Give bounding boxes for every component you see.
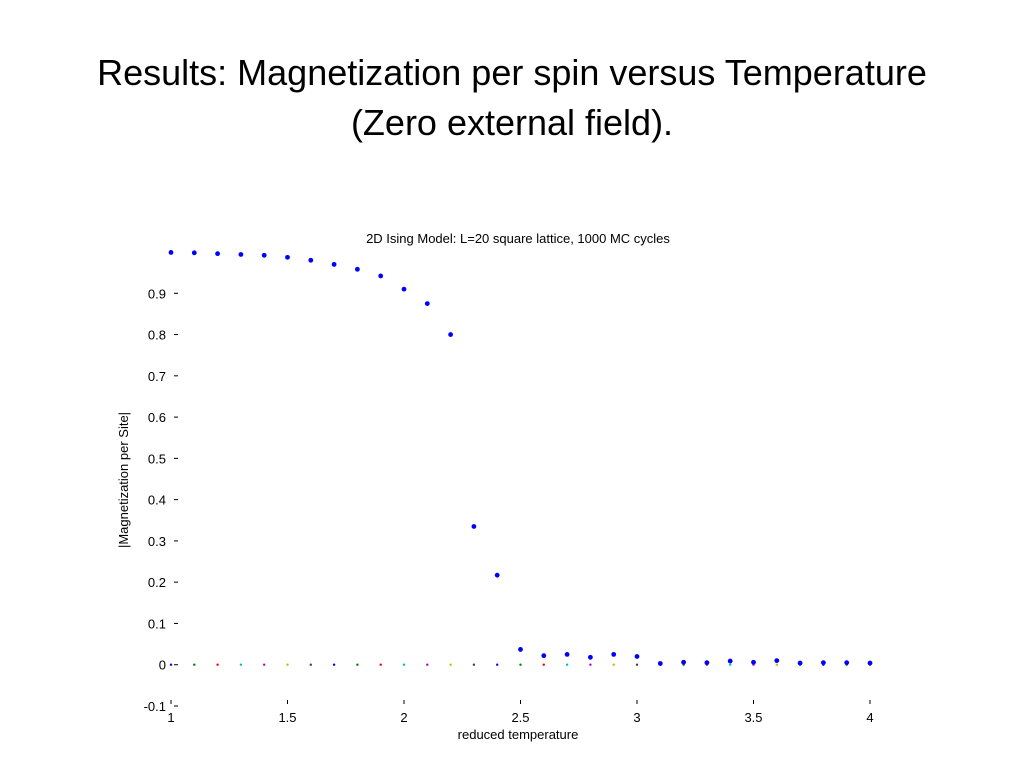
baseline-marker xyxy=(426,663,429,666)
y-tick-label: 0.8 xyxy=(148,328,166,343)
data-point xyxy=(564,652,570,657)
baseline-marker xyxy=(775,663,778,666)
baseline-marker xyxy=(565,663,569,666)
y-tick-label: 0.9 xyxy=(148,286,166,301)
data-point xyxy=(448,332,453,337)
slide-title: Results: Magnetization per spin versus T… xyxy=(40,48,984,148)
baseline-marker xyxy=(193,663,196,666)
x-tick-label: 1.5 xyxy=(278,710,296,725)
y-tick-label: 0.2 xyxy=(148,575,166,590)
baseline-marker xyxy=(379,663,382,666)
x-tick-label: 1 xyxy=(167,710,174,725)
data-point xyxy=(727,658,733,664)
data-point xyxy=(471,524,477,529)
data-point xyxy=(285,254,290,260)
x-tick-label: 4 xyxy=(866,710,873,725)
data-point xyxy=(518,647,523,652)
data-point xyxy=(401,286,407,292)
baseline-marker xyxy=(612,663,615,666)
baseline-marker xyxy=(356,663,359,666)
data-point xyxy=(424,301,430,306)
data-point xyxy=(751,659,756,665)
data-point xyxy=(168,250,174,255)
baseline-marker xyxy=(635,663,639,666)
data-point xyxy=(215,251,221,257)
y-tick-label: 0.4 xyxy=(148,493,166,508)
baseline-marker xyxy=(449,663,452,666)
x-tick-label: 3 xyxy=(633,710,640,725)
baseline-marker xyxy=(332,663,336,666)
data-point xyxy=(494,572,500,578)
baseline-marker xyxy=(239,663,243,666)
baseline-marker xyxy=(472,663,476,666)
axes: -0.1 0 0.1 0.2 0.3 0.4 0.5 0.6 0.7 0.8 0.9 1 1.5 2 2.5… xyxy=(144,286,874,725)
baseline-marker xyxy=(263,663,266,666)
y-tick-label: 0.1 xyxy=(148,616,166,631)
baseline-marker xyxy=(542,663,545,666)
y-tick-label: 0.3 xyxy=(148,534,166,549)
data-point xyxy=(355,266,360,272)
data-point xyxy=(797,660,803,666)
data-point xyxy=(821,660,826,666)
data-point xyxy=(657,661,663,666)
x-tick-label: 2 xyxy=(400,710,407,725)
baseline-marker xyxy=(286,663,289,666)
data-point xyxy=(541,653,547,659)
data-point xyxy=(844,660,850,666)
data-points xyxy=(168,250,873,666)
x-axis-label: reduced temperature xyxy=(458,727,579,742)
x-tick-label: 3.5 xyxy=(744,710,762,725)
data-point xyxy=(191,250,197,256)
y-tick-label: 0.7 xyxy=(148,369,166,384)
data-point xyxy=(238,252,244,257)
baseline-marker xyxy=(309,663,312,666)
y-axis-label: |Magnetization per Site| xyxy=(116,412,131,548)
data-point xyxy=(681,659,686,665)
baseline-markers xyxy=(169,663,872,666)
data-point xyxy=(611,652,617,657)
baseline-marker xyxy=(169,663,173,666)
data-point xyxy=(867,660,873,666)
slide-title-line1: Results: Magnetization per spin versus T… xyxy=(97,52,927,93)
data-point xyxy=(261,252,267,258)
slide-title-line2: (Zero external field). xyxy=(350,102,674,143)
baseline-marker xyxy=(496,663,499,666)
data-point xyxy=(588,654,593,660)
x-tick-label: 2.5 xyxy=(511,710,529,725)
data-point xyxy=(774,658,780,663)
baseline-marker xyxy=(519,663,522,666)
y-tick-label: 0 xyxy=(159,658,166,673)
data-point xyxy=(634,654,640,659)
baseline-marker xyxy=(216,663,219,666)
chart-title: 2D Ising Model: L=20 square lattice, 100… xyxy=(366,231,670,246)
baseline-marker xyxy=(402,663,406,666)
y-tick-label: 0.5 xyxy=(148,451,166,466)
y-tick-label: -0.1 xyxy=(144,699,166,714)
baseline-marker xyxy=(729,663,732,666)
data-point xyxy=(378,273,384,279)
baseline-marker xyxy=(589,663,592,666)
y-tick-label: 0.6 xyxy=(148,410,166,425)
data-point xyxy=(331,261,337,267)
data-point xyxy=(308,257,314,263)
data-point xyxy=(704,660,710,666)
